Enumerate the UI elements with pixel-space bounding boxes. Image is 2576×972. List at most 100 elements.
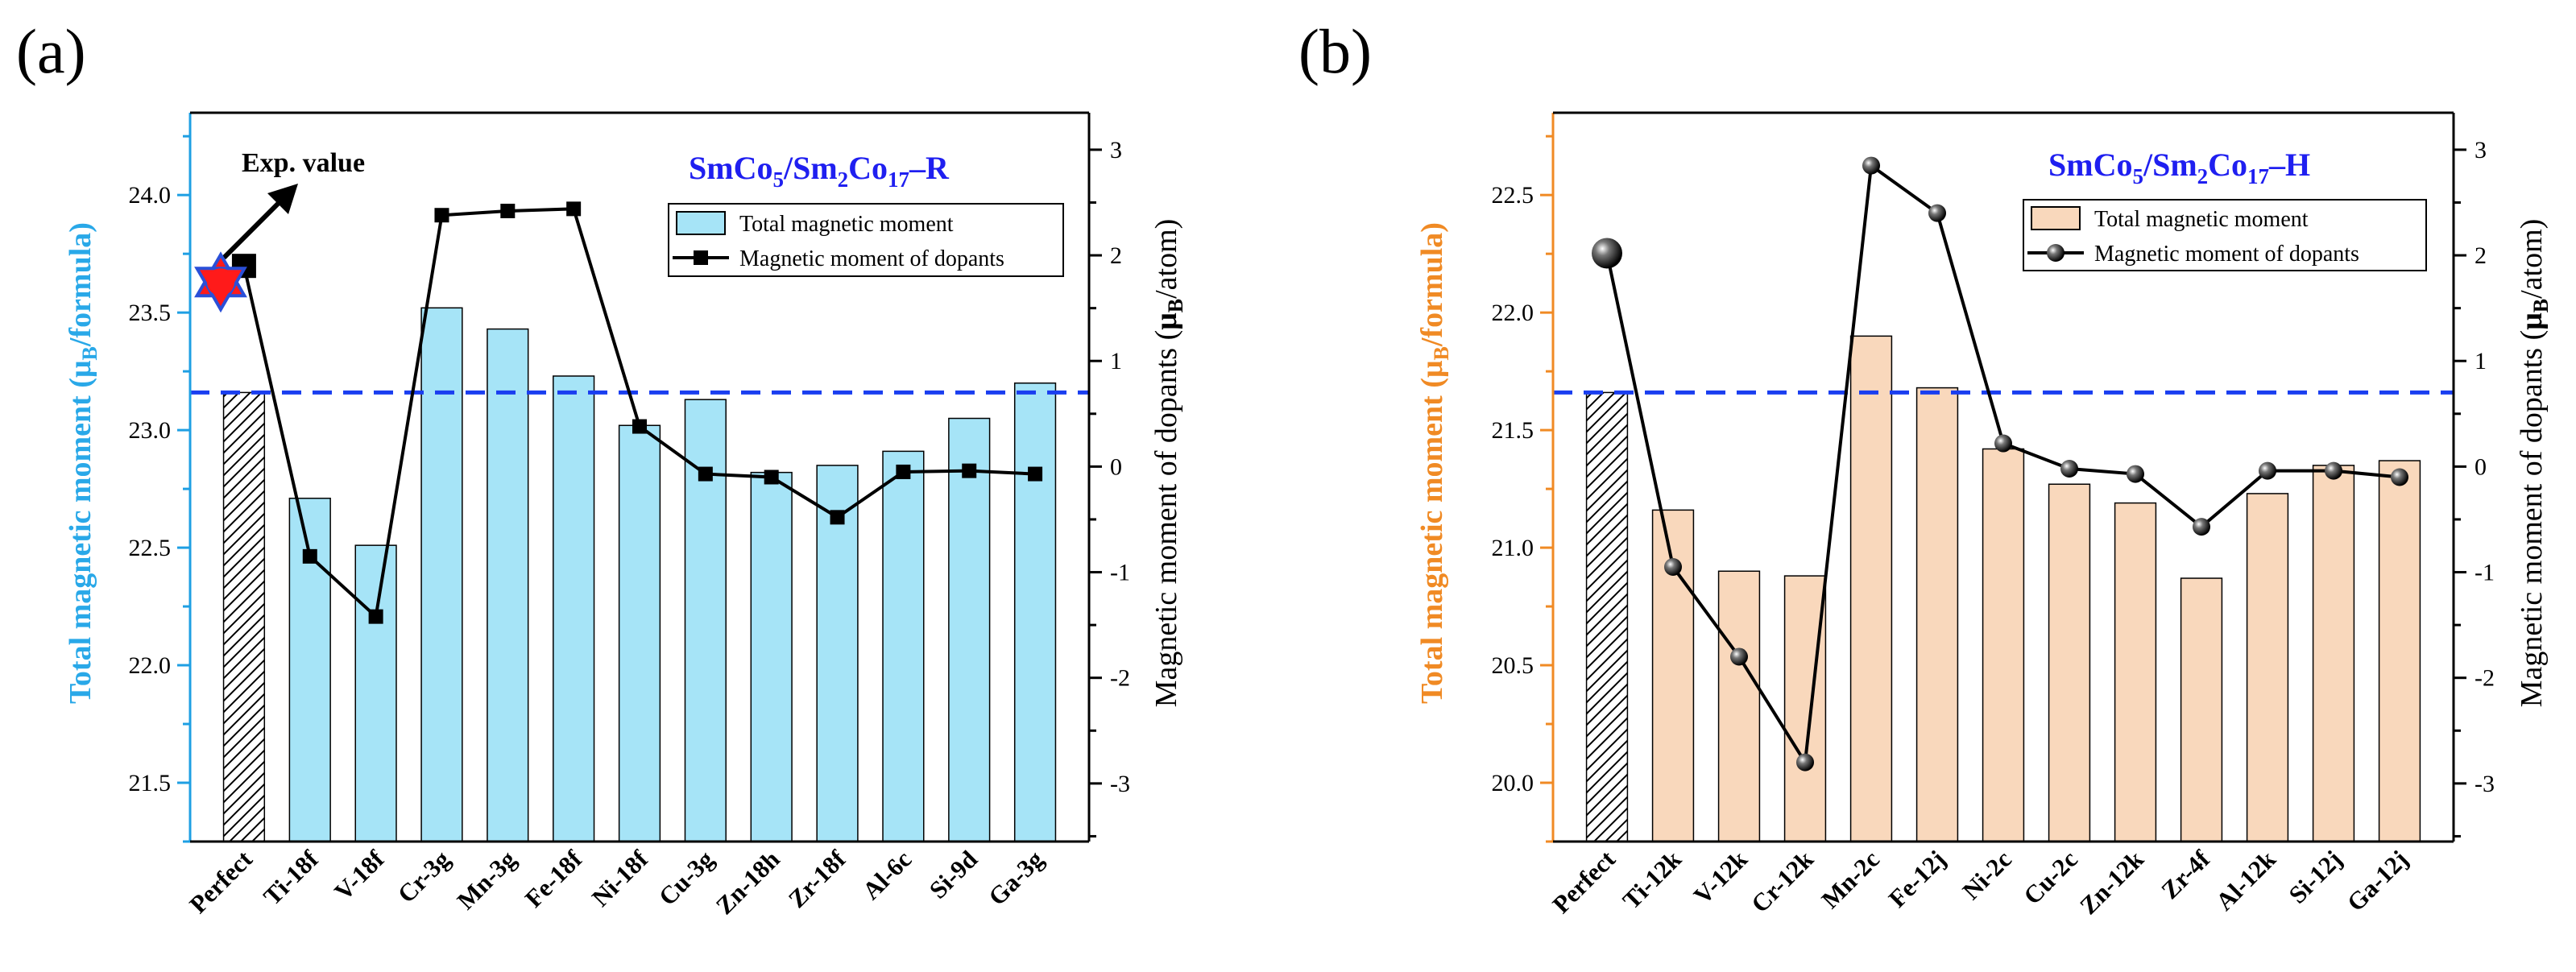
category-label-ti-12k: Ti-12k xyxy=(1617,845,1687,915)
dopant-point-v-12k xyxy=(1730,647,1748,666)
legend-line-marker-b xyxy=(2047,244,2065,262)
dopant-point-v-18f xyxy=(368,609,383,624)
category-label-cr-12k: Cr-12k xyxy=(1746,845,1819,918)
category-label-mn-2c: Mn-2c xyxy=(1816,845,1885,914)
category-label-fe-18f: Fe-18f xyxy=(520,845,588,913)
tick-label-right-a: -1 xyxy=(1110,560,1130,586)
tick-label-right-a: -2 xyxy=(1110,665,1130,692)
tick-label-left-a: 21.5 xyxy=(129,770,172,796)
y-axis-right-label-b: Magnetic moment of dopants (μB/atom) xyxy=(2515,219,2553,708)
tick-label-right-a: 0 xyxy=(1110,453,1122,480)
dopant-point-cu-2c xyxy=(2060,460,2078,478)
category-label-ni-2c: Ni-2c xyxy=(1957,845,2017,905)
category-label-perfect: Perfect xyxy=(184,845,258,919)
tick-label-left-b: 22.5 xyxy=(1492,182,1534,209)
panel-b: (b) Total magnetic moment Magnetic momen… xyxy=(1298,16,2553,920)
chart-title-b: SmCo5/Sm2Co17–H xyxy=(2048,147,2310,188)
bar-v-18f xyxy=(354,544,397,842)
bar-al-12k xyxy=(2246,493,2289,842)
exp-value-label: Exp. value xyxy=(242,148,365,178)
legend-line-marker-a xyxy=(694,250,708,265)
bar-cu-2c xyxy=(2048,483,2091,842)
category-label-si-12j: Si-12j xyxy=(2283,845,2347,909)
chart-body-a: 21.5 22.0 22.5 23.0 23.5 24.0 -3 -2 -1 0 1 2 3 Perfec… xyxy=(129,111,1130,920)
bar-ni-18f xyxy=(618,424,661,842)
bar-mn-3g xyxy=(487,328,529,842)
category-label-v-12k: V-12k xyxy=(1688,845,1754,910)
tick-label-right-b: 2 xyxy=(2475,242,2487,269)
exp-value-star-core xyxy=(207,268,234,296)
bar-ga-3g xyxy=(1013,382,1057,842)
exp-value-arrow xyxy=(222,192,289,260)
bar-v-12k xyxy=(1717,570,1761,842)
bar-perfect xyxy=(1585,391,1629,842)
bar-zn-18h xyxy=(750,471,793,842)
panel-a: (a) Total magnetic moment Magnetic momen… xyxy=(16,16,1187,920)
dopant-point-si-9d xyxy=(962,463,977,478)
exp-value-arrowhead xyxy=(267,184,298,214)
bar-ga-12j xyxy=(2378,460,2421,842)
y-axis-right-label-a: Magnetic moment of dopants (μB/atom) xyxy=(1149,219,1187,708)
dopant-point-zn-18h xyxy=(764,469,779,485)
tick-label-right-b: 0 xyxy=(2475,453,2487,480)
category-label-al-12k: Al-12k xyxy=(2210,845,2282,916)
tick-label-left-a: 22.5 xyxy=(129,535,172,561)
category-label-al-6c: Al-6c xyxy=(857,845,917,905)
category-label-cr-3g: Cr-3g xyxy=(392,845,456,908)
bar-cu-3g xyxy=(684,399,727,842)
category-label-v-18f: V-18f xyxy=(329,845,390,906)
tick-label-left-a: 24.0 xyxy=(129,182,172,209)
category-label-zr-4f: Zr-4f xyxy=(2156,845,2215,904)
tick-label-left-b: 20.5 xyxy=(1492,652,1534,679)
tick-label-left-a: 23.5 xyxy=(129,300,172,326)
bar-fe-12j xyxy=(1915,387,1959,842)
category-label-fe-12j: Fe-12j xyxy=(1883,845,1951,912)
legend-bar-label-b: Total magnetic moment xyxy=(2094,207,2309,232)
category-label-cu-2c: Cu-2c xyxy=(2018,845,2083,910)
tick-label-left-a: 22.0 xyxy=(129,652,172,679)
dopant-point-al-6c xyxy=(896,464,911,479)
tick-label-right-b: -1 xyxy=(2475,560,2495,586)
dopant-point-al-12k xyxy=(2259,461,2276,480)
bar-fe-18f xyxy=(553,375,595,842)
category-label-si-9d: Si-9d xyxy=(924,845,983,904)
bar-ni-2c xyxy=(1982,448,2025,842)
legend-bar-swatch-a xyxy=(676,211,726,235)
bar-si-9d xyxy=(948,417,991,842)
dopant-point-zr-4f xyxy=(2193,518,2210,536)
bar-cr-3g xyxy=(420,307,463,842)
dopant-point-cr-12k xyxy=(1796,753,1814,771)
dopant-point-zr-18f xyxy=(830,510,845,525)
dopant-point-ga-3g xyxy=(1028,466,1043,482)
tick-label-right-a: 3 xyxy=(1110,137,1122,163)
tick-label-right-a: 1 xyxy=(1110,348,1122,374)
dopant-point-fe-12j xyxy=(1928,204,1946,222)
category-label-ti-18f: Ti-18f xyxy=(258,845,324,911)
dopant-point-cu-3g xyxy=(698,466,713,482)
tick-label-left-a: 23.0 xyxy=(129,417,172,444)
dopant-point-ga-12j xyxy=(2391,468,2408,486)
category-label-cu-3g: Cu-3g xyxy=(653,845,719,911)
category-label-ga-12j: Ga-12j xyxy=(2342,845,2413,916)
bar-zn-12k xyxy=(2114,502,2157,842)
legend-bar-swatch-b xyxy=(2031,206,2081,230)
dopant-point-fe-18f xyxy=(566,201,582,217)
dopant-point-cr-3g xyxy=(434,208,449,223)
bar-perfect xyxy=(222,391,266,842)
category-label-perfect: Perfect xyxy=(1547,845,1621,919)
panel-a-label: (a) xyxy=(16,16,86,86)
tick-label-right-b: 1 xyxy=(2475,348,2487,374)
category-label-zr-18f: Zr-18f xyxy=(783,845,851,913)
tick-label-right-a: 2 xyxy=(1110,242,1122,269)
bar-mn-2c xyxy=(1849,335,1893,842)
y-axis-left-label-a: Total magnetic moment (μB/formula) xyxy=(64,222,101,704)
tick-label-right-a: -3 xyxy=(1110,771,1130,797)
legend-b: Total magnetic moment Magnetic moment of… xyxy=(2023,199,2427,271)
tick-label-left-b: 20.0 xyxy=(1492,770,1534,796)
dopant-point-perfect xyxy=(1592,238,1622,269)
category-label-mn-3g: Mn-3g xyxy=(451,845,521,915)
dopant-point-ni-18f xyxy=(632,419,647,434)
tick-label-right-b: -3 xyxy=(2475,771,2495,797)
category-label-zn-12k: Zn-12k xyxy=(2074,845,2150,920)
